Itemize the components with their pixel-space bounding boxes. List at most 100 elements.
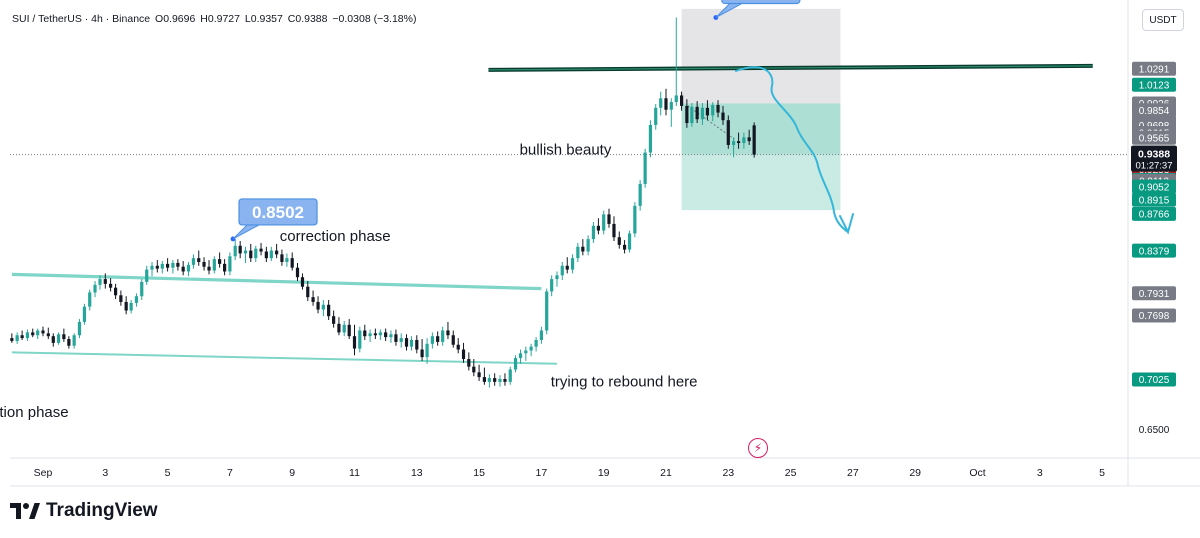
callout-label: 1.0829 bbox=[735, 0, 787, 1]
candle-body bbox=[15, 335, 19, 341]
candle bbox=[705, 100, 710, 121]
candle-body bbox=[300, 277, 305, 287]
candle-body bbox=[586, 239, 590, 252]
candle-body bbox=[124, 301, 128, 311]
candle bbox=[62, 328, 66, 342]
candle-body bbox=[20, 335, 24, 339]
candle bbox=[565, 257, 569, 274]
candle-body bbox=[373, 333, 377, 336]
x-tick-label: 11 bbox=[349, 467, 360, 479]
price-label-box bbox=[1132, 130, 1176, 145]
candle-body bbox=[181, 266, 185, 272]
price-axis-label: 0.7025 bbox=[1132, 372, 1176, 387]
candle bbox=[545, 288, 549, 335]
candle bbox=[31, 328, 35, 338]
currency-selector[interactable]: USDT bbox=[1142, 9, 1184, 31]
candle-body bbox=[654, 107, 658, 125]
candle-body bbox=[669, 102, 673, 110]
x-tick-label: 17 bbox=[536, 467, 548, 479]
candle bbox=[275, 243, 279, 259]
candle-body bbox=[456, 344, 460, 350]
price-label-box bbox=[1132, 206, 1176, 221]
candle bbox=[493, 373, 497, 386]
candle-body bbox=[648, 124, 653, 153]
callout-pointer bbox=[232, 224, 260, 240]
candle bbox=[524, 346, 528, 361]
candle-body bbox=[503, 379, 507, 382]
candle-body bbox=[591, 225, 596, 240]
candle bbox=[617, 231, 621, 249]
candle bbox=[570, 254, 575, 274]
candle bbox=[461, 342, 466, 363]
price-axis-label: 0.8915 bbox=[1132, 192, 1176, 207]
candle-body bbox=[295, 267, 300, 278]
candle-body bbox=[233, 245, 237, 257]
candle bbox=[482, 367, 486, 385]
candle bbox=[88, 289, 92, 311]
candle bbox=[311, 290, 315, 306]
candle-body bbox=[358, 330, 362, 349]
candle bbox=[166, 258, 170, 272]
candle-body bbox=[617, 237, 621, 245]
candle bbox=[731, 137, 736, 158]
candle bbox=[337, 317, 341, 336]
candle bbox=[129, 300, 133, 314]
x-tick-label: 25 bbox=[785, 467, 797, 479]
open-value: O0.9696 bbox=[155, 13, 196, 25]
candle bbox=[420, 339, 424, 361]
candle-body bbox=[394, 334, 398, 342]
candle-body bbox=[155, 265, 159, 269]
candle bbox=[581, 239, 585, 256]
candle bbox=[659, 91, 663, 116]
candle-body bbox=[290, 258, 294, 268]
candle-body bbox=[700, 107, 705, 120]
candle-body bbox=[565, 265, 569, 270]
candle bbox=[238, 241, 242, 259]
x-tick-label: 29 bbox=[909, 467, 921, 479]
candle bbox=[134, 293, 139, 307]
candle-body bbox=[716, 104, 720, 113]
candle-body bbox=[311, 297, 315, 302]
candle-body bbox=[472, 366, 476, 373]
lightning-icon[interactable]: ⚡ bbox=[748, 438, 768, 458]
candle bbox=[269, 246, 273, 262]
candle-body bbox=[285, 258, 289, 262]
candle-body bbox=[46, 333, 50, 337]
candle-body bbox=[31, 332, 35, 336]
candle-body bbox=[622, 244, 627, 250]
candle bbox=[191, 254, 196, 269]
candle-body bbox=[534, 340, 538, 347]
candle-body bbox=[269, 250, 273, 259]
candle-body bbox=[186, 264, 191, 272]
resistance-line-inner bbox=[488, 65, 1093, 71]
candle bbox=[119, 290, 123, 306]
candle bbox=[82, 303, 87, 325]
candle-body bbox=[638, 183, 642, 206]
candle bbox=[627, 230, 632, 253]
candle-body bbox=[275, 250, 279, 255]
candle-body bbox=[264, 251, 268, 259]
candle bbox=[155, 260, 159, 273]
candle bbox=[264, 246, 268, 262]
candle bbox=[451, 330, 455, 348]
x-tick-label: 27 bbox=[847, 467, 859, 479]
candle-body bbox=[25, 332, 30, 339]
candle-body bbox=[518, 353, 523, 359]
candle bbox=[472, 359, 476, 377]
candle-body bbox=[752, 125, 756, 155]
candle bbox=[399, 333, 403, 348]
candle-body bbox=[524, 350, 528, 354]
candle bbox=[498, 375, 502, 387]
candle bbox=[747, 129, 751, 145]
candle-body bbox=[306, 286, 310, 298]
candle-body bbox=[545, 291, 549, 331]
candle bbox=[41, 326, 45, 337]
candle bbox=[93, 281, 97, 298]
candle bbox=[290, 252, 294, 271]
candle bbox=[223, 259, 227, 276]
candle-body bbox=[378, 332, 382, 336]
candle-body bbox=[150, 265, 154, 270]
candle-body bbox=[316, 301, 320, 310]
